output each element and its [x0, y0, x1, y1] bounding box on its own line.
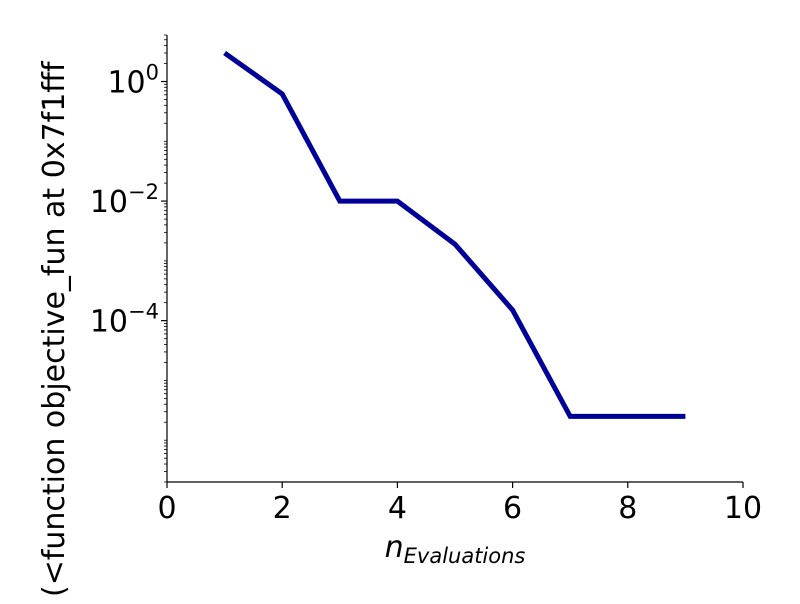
x-tick-label: 0: [157, 491, 176, 526]
x-tick-label: 8: [618, 491, 637, 526]
y-ticks: 100 10−2 10−4: [90, 34, 167, 483]
y-tick-label: 10−2: [90, 180, 159, 220]
axes: [166, 35, 743, 483]
series-line: [223, 50, 686, 419]
x-tick-label: 2: [273, 491, 292, 526]
y-tick-label: 10−4: [90, 300, 159, 340]
x-axis-label: nEvaluations: [385, 530, 526, 568]
x-tick-label: 10: [724, 491, 762, 526]
series-group: [223, 50, 686, 419]
x-ticks: 0 2 4 6 8 10: [157, 482, 762, 526]
y-tick-label: 100: [107, 61, 159, 101]
x-axis-label-base: n: [385, 530, 404, 565]
x-tick-label: 4: [388, 491, 407, 526]
y-axis-label: (<function objective_fun at 0x7f1fff: [37, 60, 72, 597]
x-axis-label-subscript: Evaluations: [404, 544, 526, 568]
x-tick-label: 6: [503, 491, 522, 526]
